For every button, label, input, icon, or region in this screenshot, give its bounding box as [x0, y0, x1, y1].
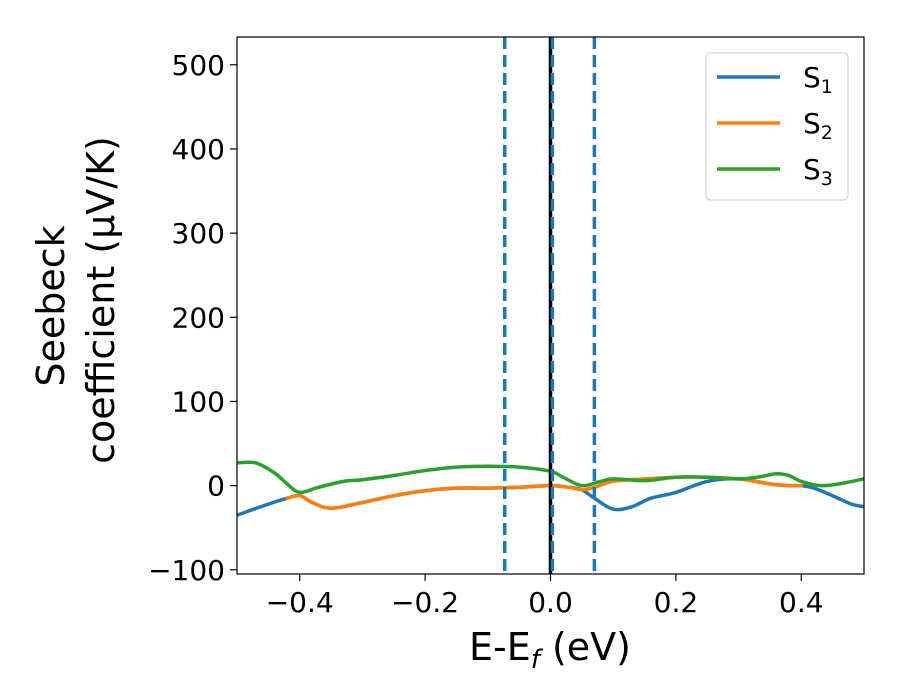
x-axis-label: E-Ef (eV) [469, 625, 631, 675]
x-tick-label: 0.0 [528, 586, 573, 619]
series-line-s3 [237, 460, 864, 495]
y-axis-label-line1: Seebeck [29, 225, 73, 386]
y-tick-label: −100 [148, 554, 225, 587]
legend-label-s1: S1 [803, 61, 833, 98]
y-tick-label: 0 [207, 470, 225, 503]
legend: S1 S2 S3 [705, 52, 849, 201]
y-tick-label: 500 [172, 49, 225, 82]
y-tick-label: 100 [172, 385, 225, 418]
y-tick-label: 200 [172, 301, 225, 334]
x-tick-label: −0.4 [266, 586, 334, 619]
legend-box [705, 52, 849, 201]
x-tick-label: 0.4 [779, 586, 824, 619]
x-tick-label: 0.2 [654, 586, 699, 619]
legend-label-s3: S3 [803, 153, 833, 190]
y-tick-label: 300 [172, 217, 225, 250]
series-line-s2 [285, 475, 804, 511]
y-axis-label-line2: coefficient (μV/K) [79, 136, 123, 464]
legend-label-s2: S2 [803, 107, 833, 144]
x-tick-label: −0.2 [391, 586, 459, 619]
y-tick-label: 400 [172, 133, 225, 166]
